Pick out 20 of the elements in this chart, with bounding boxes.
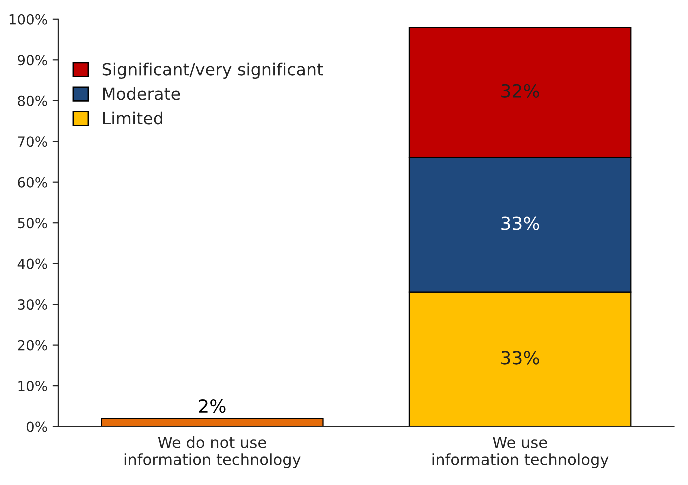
y-tick-label: 40% (18, 258, 48, 270)
data-label: 2% (199, 399, 226, 414)
legend-label: Significant/very significant (102, 62, 324, 80)
data-label: 33% (502, 216, 540, 230)
y-tick-label: 50% (18, 218, 48, 229)
y-tick-label: 60% (18, 177, 48, 188)
y-tick-label: 100% (10, 14, 48, 25)
y-tick-label: 90% (18, 55, 48, 66)
legend-label: Moderate (103, 87, 180, 100)
x-tick-label: We do not use information technology (124, 436, 301, 468)
data-label: 33% (502, 351, 540, 365)
legend-label: Limited (103, 112, 162, 125)
y-tick-label: 10% (18, 381, 48, 392)
y-tick-label: 70% (18, 136, 48, 148)
y-tick-label: 30% (18, 300, 48, 310)
y-tick-label: 20% (18, 340, 48, 351)
x-tick-label: We use information technology (432, 436, 609, 468)
y-tick-label: 0% (26, 422, 48, 432)
y-tick-label: 80% (18, 96, 48, 106)
data-label: 32% (502, 84, 540, 98)
